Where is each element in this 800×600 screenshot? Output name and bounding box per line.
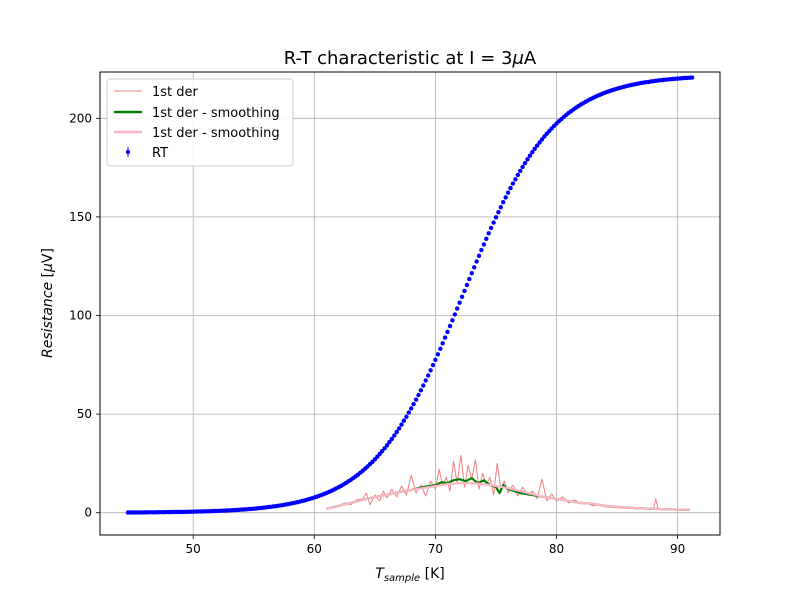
- rt-point: [527, 153, 533, 158]
- legend-label-smoothing-green: 1st der - smoothing: [152, 106, 280, 121]
- rt-point: [426, 373, 431, 378]
- series-line-1st-der-0: [326, 455, 690, 511]
- x-axis-ticks: 50 60 70 80 90: [186, 535, 685, 556]
- rt-point: [401, 418, 407, 423]
- rt-point: [452, 312, 457, 317]
- rt-point: [413, 397, 419, 402]
- rt-point: [396, 426, 402, 431]
- rt-point: [518, 168, 523, 174]
- y-axis-label: Resistance [μV]: [40, 248, 56, 358]
- rt-point: [387, 439, 392, 445]
- rt-point: [428, 368, 433, 373]
- x-tick-label: 70: [428, 542, 443, 556]
- chart-title: R-T characteristic at I = 3μA: [284, 48, 537, 69]
- rt-point: [399, 422, 404, 427]
- rt-point: [530, 150, 535, 155]
- rt-point: [481, 242, 487, 247]
- legend-box: [106, 78, 294, 167]
- rt-point: [520, 164, 525, 170]
- rt-point: [406, 410, 411, 415]
- legend-swatch-rt-marker: [125, 149, 131, 155]
- rt-point: [447, 323, 453, 329]
- y-axis-ticks: 0 50 100 150 200: [69, 111, 100, 520]
- rt-point: [488, 225, 494, 231]
- rt-point: [510, 181, 516, 186]
- legend-label-rt: RT: [152, 146, 168, 161]
- y-tick-label: 200: [69, 111, 92, 125]
- rt-point: [455, 306, 460, 311]
- rt-point: [474, 259, 479, 264]
- rt-point: [409, 406, 414, 411]
- rt-point: [515, 172, 520, 178]
- legend-label-smoothing-pink: 1st der - smoothing: [152, 126, 280, 141]
- rt-point: [416, 392, 421, 398]
- x-tick-label: 90: [670, 542, 685, 556]
- rt-point: [423, 378, 428, 383]
- rt-point: [435, 352, 441, 357]
- y-tick-label: 0: [84, 506, 92, 520]
- rt-point: [394, 429, 399, 435]
- rt-point: [505, 190, 511, 195]
- rt-point: [496, 210, 501, 215]
- rt-point: [539, 137, 545, 142]
- rt-point: [484, 236, 489, 241]
- rt-point: [522, 160, 528, 166]
- series-line-1st-der-smoothing-2: [326, 482, 690, 511]
- rt-point: [421, 383, 426, 388]
- x-axis-label: Tsample [K]: [375, 566, 444, 584]
- rt-point: [389, 436, 394, 442]
- rt-point: [493, 215, 499, 220]
- rt-point: [508, 185, 513, 191]
- rt-point: [486, 231, 491, 236]
- y-tick-label: 150: [69, 210, 92, 224]
- rt-point: [379, 449, 385, 454]
- rt-point: [440, 341, 445, 346]
- rt-point: [689, 75, 695, 80]
- rt-point: [438, 346, 443, 351]
- rt-point: [418, 388, 424, 393]
- rt-point: [537, 140, 542, 145]
- rt-point: [462, 288, 467, 294]
- rt-point: [534, 143, 540, 148]
- rt-point: [503, 195, 508, 200]
- rt-point: [445, 329, 450, 335]
- rt-point: [525, 157, 530, 162]
- rt-point: [382, 446, 387, 451]
- rt-point: [384, 443, 390, 448]
- rt-point: [464, 282, 470, 288]
- y-tick-label: 100: [69, 309, 92, 323]
- rt-point: [442, 335, 448, 340]
- rt-point: [532, 146, 537, 151]
- y-tick-label: 50: [77, 407, 92, 421]
- series-layer: [125, 75, 695, 515]
- rt-point: [450, 318, 455, 323]
- rt-point: [392, 433, 397, 438]
- axes-frame: [99, 71, 721, 536]
- series-points-rt: [125, 75, 695, 515]
- rt-point: [467, 276, 472, 282]
- rt-point: [459, 294, 465, 299]
- x-tick-label: 80: [549, 542, 564, 556]
- x-tick-label: 60: [307, 542, 322, 556]
- rt-point: [479, 247, 484, 253]
- rt-point: [469, 271, 474, 276]
- rt-point: [430, 362, 436, 368]
- rt-point: [498, 205, 503, 210]
- rt-point: [501, 200, 506, 205]
- rt-point: [404, 414, 409, 419]
- x-tick-label: 50: [186, 542, 201, 556]
- series-line-1st-der-smoothing-1: [326, 477, 690, 511]
- legend: 1st der 1st der - smoothing 1st der - sm…: [106, 78, 294, 167]
- rt-point: [491, 220, 496, 225]
- rt-point: [476, 253, 482, 258]
- legend-label-1st-der: 1st der: [152, 85, 199, 100]
- rt-point: [411, 401, 416, 407]
- rt-point: [457, 300, 462, 305]
- rt-point: [433, 357, 438, 362]
- rt-point: [513, 177, 518, 182]
- rt-point: [472, 265, 477, 270]
